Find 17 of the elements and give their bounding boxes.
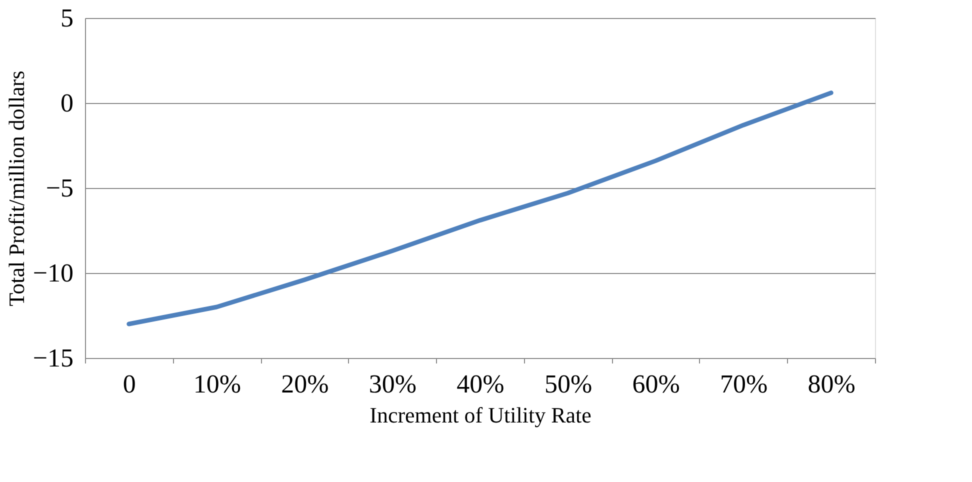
y-axis-title: Total Profit/million dollars [4,70,29,306]
x-tick-label: 40% [456,370,504,398]
x-tick-label: 70% [720,370,768,398]
x-tick-label: 80% [808,370,856,398]
x-axis-title: Increment of Utility Rate [370,402,592,428]
y-tick-label: 5 [60,4,74,32]
x-tick-label: 30% [368,370,417,398]
x-tick-label: 60% [632,370,680,398]
y-tick-label: −5 [46,174,74,202]
x-tick-label: 50% [544,370,592,398]
x-tick-label: 10% [193,370,242,398]
y-tick-label: 0 [60,88,74,118]
y-tick-label: −10 [32,258,74,288]
x-tick-label: 20% [281,370,329,398]
y-tick-label: −15 [32,344,74,372]
x-tick-label: 0 [122,370,136,398]
line-series [126,90,834,326]
